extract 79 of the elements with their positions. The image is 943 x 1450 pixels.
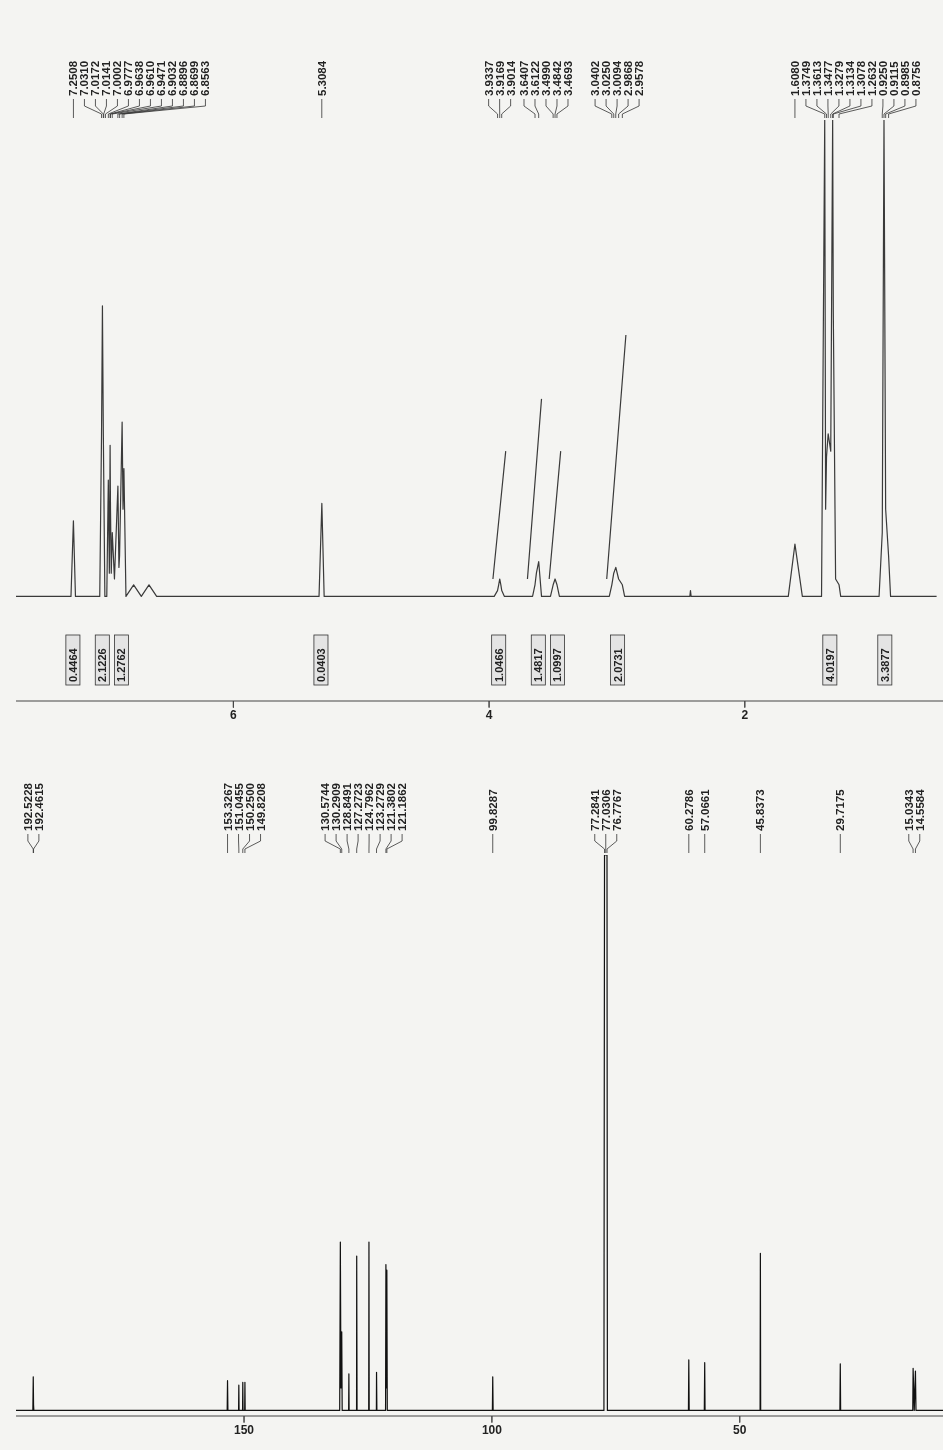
band-label: 4.0197 <box>823 648 836 682</box>
annotation: 130.2909 <box>330 783 343 831</box>
annotation: 121.3802 <box>385 783 398 831</box>
x-tick-label: 150 <box>234 1422 255 1437</box>
annotation: 150.2500 <box>243 783 256 831</box>
annotation: 1.3613 <box>810 60 823 96</box>
annotation: 6.8563 <box>199 60 212 96</box>
annotation: 3.4842 <box>550 60 563 96</box>
band-label: 1.0997 <box>551 648 564 682</box>
annotation: 6.9777 <box>122 60 135 96</box>
annotation: 7.0172 <box>89 60 102 96</box>
band-label: 3.3877 <box>878 648 891 682</box>
band-label: 1.2762 <box>115 648 128 682</box>
band-label: 2.0731 <box>611 648 624 682</box>
annotation: 7.0310 <box>78 60 91 96</box>
annotation: 192.4615 <box>32 782 45 831</box>
annotation: 3.0094 <box>611 60 624 96</box>
annotation: 76.7767 <box>610 789 623 831</box>
annotation: 3.9337 <box>482 60 495 96</box>
annotation: 1.3279 <box>832 60 845 96</box>
annotation: 99.8287 <box>486 789 499 831</box>
annotation: 1.2632 <box>865 60 878 96</box>
annotation: 3.6407 <box>517 60 530 96</box>
annotation: 1.3078 <box>854 60 867 96</box>
annotation: 7.0141 <box>100 60 113 96</box>
band-label: 0.0403 <box>314 648 327 682</box>
band-label: 0.4464 <box>66 647 79 682</box>
annotation: 7.2508 <box>67 60 80 96</box>
annotation: 3.6122 <box>528 60 541 96</box>
annotation: 3.4693 <box>561 60 574 96</box>
annotation: 151.0455 <box>232 782 245 831</box>
x-tick-label: 2 <box>741 707 749 722</box>
annotation: 60.2786 <box>682 789 695 831</box>
annotation: 1.3477 <box>821 60 834 96</box>
annotation: 3.0250 <box>600 60 613 96</box>
annotation: 6.8896 <box>177 60 190 96</box>
annotation: 6.9032 <box>166 60 179 96</box>
annotation: 3.4990 <box>539 60 552 96</box>
annotation: 149.8208 <box>254 782 267 831</box>
annotation: 14.5584 <box>913 788 926 831</box>
annotation: 0.9250 <box>876 60 889 96</box>
annotation: 3.9169 <box>493 60 506 96</box>
annotation: 6.9471 <box>155 60 168 96</box>
x-tick-label: 4 <box>485 707 493 722</box>
annotation: 6.9638 <box>133 60 146 96</box>
annotation: 121.1862 <box>396 783 409 831</box>
annotation: 123.2729 <box>374 783 387 831</box>
annotation: 0.9115 <box>887 60 900 96</box>
annotation: 1.3749 <box>799 60 812 96</box>
annotation: 192.5228 <box>21 782 34 831</box>
band-label: 2.1226 <box>96 648 109 682</box>
annotation: 29.7175 <box>834 788 847 831</box>
annotation: 127.2723 <box>352 783 365 831</box>
annotation: 3.9014 <box>504 60 517 96</box>
annotation: 130.5744 <box>319 782 332 831</box>
annotation: 1.3134 <box>843 60 856 96</box>
annotation: 153.3267 <box>221 783 234 831</box>
annotation: 7.0002 <box>111 60 124 96</box>
annotation: 15.0343 <box>902 789 915 831</box>
annotation: 128.8491 <box>341 782 354 831</box>
band-label: 1.4817 <box>532 648 545 682</box>
x-tick-label: 50 <box>733 1422 747 1437</box>
annotation: 124.7962 <box>363 783 376 831</box>
annotation: 0.8756 <box>909 60 922 96</box>
annotation: 1.6080 <box>788 60 801 96</box>
annotation: 0.8985 <box>898 60 911 96</box>
annotation: 77.0306 <box>599 789 612 831</box>
annotation: 77.2841 <box>588 788 601 831</box>
annotation: 2.9578 <box>633 60 646 96</box>
annotation: 5.3084 <box>315 60 328 96</box>
x-tick-label: 100 <box>481 1422 503 1437</box>
annotation: 57.0661 <box>698 788 711 831</box>
x-tick-label: 6 <box>230 707 238 722</box>
annotation: 45.8373 <box>754 789 767 831</box>
band-label: 1.0466 <box>492 648 505 682</box>
annotation: 2.9868 <box>622 60 635 96</box>
annotation: 6.9610 <box>144 60 157 96</box>
annotation: 3.0402 <box>589 60 602 96</box>
annotation: 6.8699 <box>188 60 201 96</box>
